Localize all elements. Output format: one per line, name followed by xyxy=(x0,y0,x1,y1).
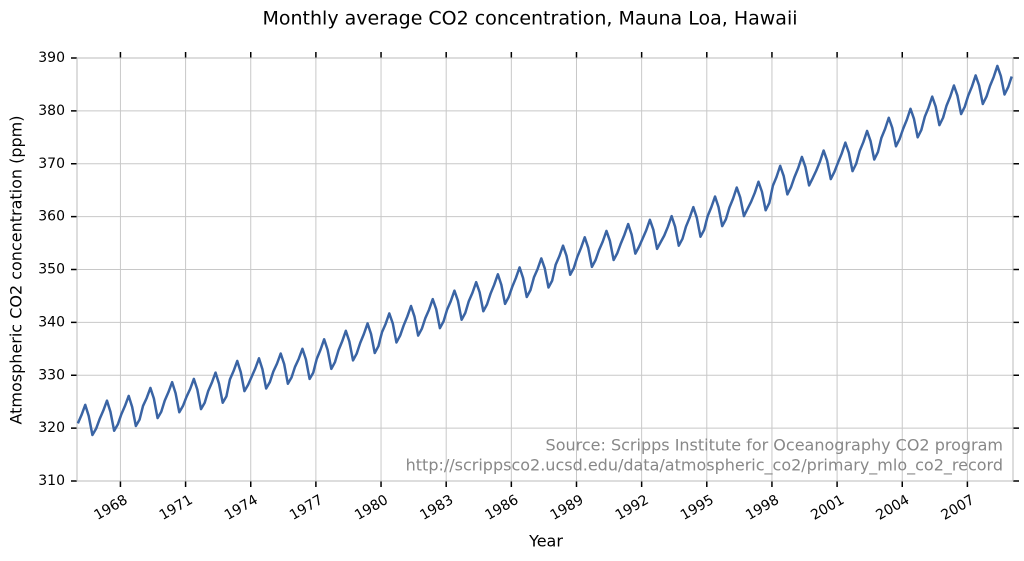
y-tick-label: 360 xyxy=(38,209,65,225)
y-tick-label: 320 xyxy=(38,420,65,436)
x-tick-label: 1989 xyxy=(548,492,587,524)
x-tick-label: 2004 xyxy=(873,492,912,524)
source-note: http://scrippsco2.ucsd.edu/data/atmosphe… xyxy=(406,456,1003,476)
x-tick-label: 1968 xyxy=(92,492,131,524)
chart-title: Monthly average CO2 concentration, Mauna… xyxy=(262,8,797,30)
y-tick-label: 340 xyxy=(38,314,65,330)
y-tick-label: 310 xyxy=(38,473,65,489)
x-axis-label: Year xyxy=(528,532,563,551)
x-tick-label: 1995 xyxy=(678,492,717,524)
y-tick-label: 380 xyxy=(38,103,65,119)
x-tick-label: 1971 xyxy=(157,492,196,524)
y-tick-label: 390 xyxy=(38,50,65,66)
x-tick-label: 1983 xyxy=(417,492,456,524)
x-tick-label: 2001 xyxy=(808,492,847,524)
x-tick-label: 1977 xyxy=(287,492,326,524)
x-tick-label: 1992 xyxy=(613,492,652,524)
x-tick-label: 1974 xyxy=(222,492,261,524)
y-axis-label: Atmospheric CO2 concentration (ppm) xyxy=(7,115,26,424)
x-tick-label: 1980 xyxy=(352,492,391,524)
source-note: Source: Scripps Institute for Oceanograp… xyxy=(546,436,1003,455)
data-line xyxy=(76,64,1013,437)
x-tick-label: 1986 xyxy=(482,492,521,524)
x-tick-label: 1998 xyxy=(743,492,782,524)
x-tick-label: 2007 xyxy=(939,492,978,524)
y-tick-label: 370 xyxy=(38,156,65,172)
y-tick-label: 350 xyxy=(38,262,65,278)
y-tick-label: 330 xyxy=(38,367,65,383)
plot-frame xyxy=(76,57,1014,482)
